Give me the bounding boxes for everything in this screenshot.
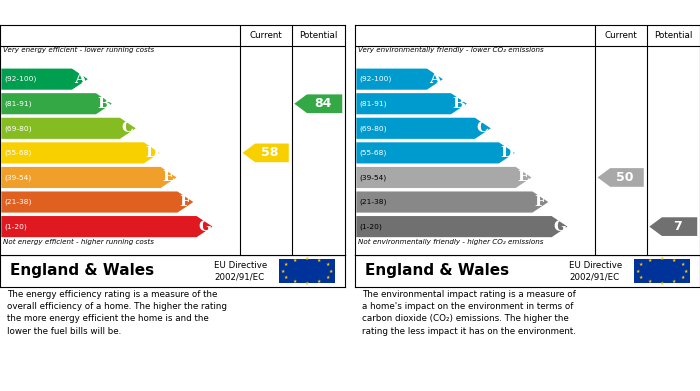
Polygon shape [356, 167, 531, 188]
Text: Potential: Potential [654, 31, 692, 40]
Text: C: C [477, 121, 489, 135]
Text: ★: ★ [326, 262, 330, 267]
Text: ★: ★ [317, 279, 321, 284]
Text: ★: ★ [639, 262, 643, 267]
Text: (55-68): (55-68) [4, 150, 32, 156]
Text: 58: 58 [261, 146, 279, 160]
Text: (1-20): (1-20) [360, 223, 382, 230]
Polygon shape [294, 94, 342, 113]
Text: (21-38): (21-38) [360, 199, 387, 205]
Text: ★: ★ [305, 256, 309, 261]
Text: EU Directive
2002/91/EC: EU Directive 2002/91/EC [569, 261, 622, 281]
Polygon shape [650, 217, 697, 236]
Text: ★: ★ [636, 269, 640, 273]
Text: 84: 84 [314, 97, 331, 110]
Text: (55-68): (55-68) [360, 150, 387, 156]
Text: (81-91): (81-91) [360, 100, 387, 107]
Polygon shape [356, 68, 443, 90]
Text: (1-20): (1-20) [4, 223, 27, 230]
Polygon shape [1, 68, 88, 90]
Text: B: B [453, 97, 466, 111]
Text: C: C [122, 121, 134, 135]
Text: Energy Efficiency Rating: Energy Efficiency Rating [8, 6, 181, 19]
Text: (69-80): (69-80) [4, 125, 32, 131]
Text: Not environmentally friendly - higher CO₂ emissions: Not environmentally friendly - higher CO… [358, 239, 544, 245]
Text: ★: ★ [660, 281, 664, 286]
Polygon shape [1, 216, 213, 237]
Text: ★: ★ [648, 258, 652, 263]
Text: Very environmentally friendly - lower CO₂ emissions: Very environmentally friendly - lower CO… [358, 47, 544, 54]
Text: A: A [74, 72, 85, 86]
Polygon shape [356, 142, 514, 163]
Polygon shape [1, 93, 112, 114]
Polygon shape [1, 118, 136, 139]
Text: ★: ★ [305, 281, 309, 286]
Polygon shape [1, 192, 193, 213]
Polygon shape [242, 143, 289, 162]
Text: 50: 50 [616, 171, 634, 184]
Text: (39-54): (39-54) [360, 174, 386, 181]
Polygon shape [356, 216, 568, 237]
Polygon shape [1, 167, 176, 188]
Text: Environmental Impact (CO₂) Rating: Environmental Impact (CO₂) Rating [363, 6, 610, 19]
Text: F: F [534, 195, 545, 209]
Text: ★: ★ [672, 258, 676, 263]
Text: G: G [553, 220, 566, 233]
Text: E: E [517, 170, 529, 185]
Text: ★: ★ [681, 274, 685, 280]
Text: E: E [162, 170, 174, 185]
Text: England & Wales: England & Wales [10, 264, 155, 278]
Text: G: G [198, 220, 211, 233]
Bar [279, 259, 335, 283]
Text: (39-54): (39-54) [4, 174, 32, 181]
Text: 7: 7 [673, 220, 682, 233]
Text: (92-100): (92-100) [360, 76, 392, 83]
Text: ★: ★ [284, 274, 288, 280]
Text: The environmental impact rating is a measure of
a home's impact on the environme: The environmental impact rating is a mea… [362, 290, 576, 335]
Text: ★: ★ [672, 279, 676, 284]
Text: ★: ★ [317, 258, 321, 263]
Bar [634, 259, 690, 283]
Text: B: B [97, 97, 111, 111]
Text: England & Wales: England & Wales [365, 264, 510, 278]
Text: ★: ★ [326, 274, 330, 280]
Text: Very energy efficient - lower running costs: Very energy efficient - lower running co… [4, 47, 155, 54]
Polygon shape [356, 118, 491, 139]
Text: EU Directive
2002/91/EC: EU Directive 2002/91/EC [214, 261, 267, 281]
Text: (69-80): (69-80) [360, 125, 387, 131]
Text: D: D [500, 146, 514, 160]
Text: Not energy efficient - higher running costs: Not energy efficient - higher running co… [4, 239, 155, 245]
Text: ★: ★ [293, 279, 297, 284]
Polygon shape [356, 93, 467, 114]
Text: ★: ★ [293, 258, 297, 263]
Text: Potential: Potential [299, 31, 337, 40]
Text: (21-38): (21-38) [4, 199, 32, 205]
Text: ★: ★ [681, 262, 685, 267]
Text: Current: Current [604, 31, 637, 40]
Text: ★: ★ [648, 279, 652, 284]
Text: F: F [179, 195, 190, 209]
Text: (81-91): (81-91) [4, 100, 32, 107]
Polygon shape [598, 168, 644, 187]
Text: A: A [428, 72, 440, 86]
Text: D: D [146, 146, 159, 160]
Text: (92-100): (92-100) [4, 76, 37, 83]
Text: ★: ★ [281, 269, 285, 273]
Polygon shape [1, 142, 160, 163]
Text: The energy efficiency rating is a measure of the
overall efficiency of a home. T: The energy efficiency rating is a measur… [7, 290, 227, 335]
Polygon shape [356, 192, 548, 213]
Text: ★: ★ [284, 262, 288, 267]
Text: ★: ★ [684, 269, 688, 273]
Text: ★: ★ [329, 269, 333, 273]
Text: ★: ★ [660, 256, 664, 261]
Text: ★: ★ [639, 274, 643, 280]
Text: Current: Current [249, 31, 282, 40]
